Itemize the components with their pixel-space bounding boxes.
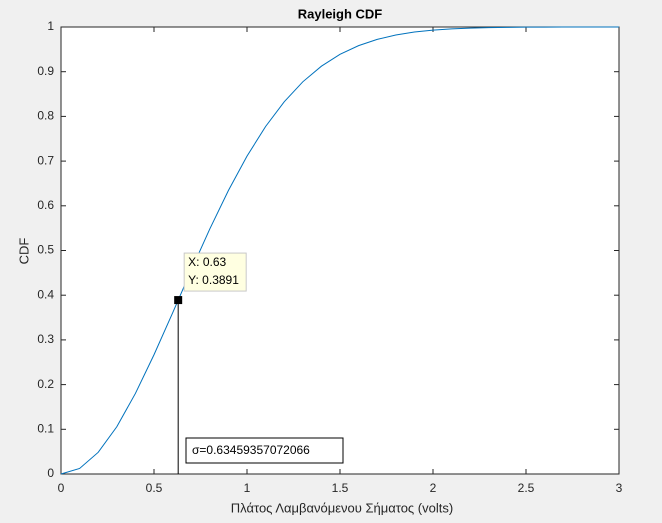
x-tick-label: 2 bbox=[430, 481, 437, 495]
x-tick-label: 3 bbox=[616, 481, 623, 495]
x-tick-label: 2.5 bbox=[518, 481, 535, 495]
x-tick-label: 0.5 bbox=[146, 481, 163, 495]
x-tick-label: 0 bbox=[58, 481, 65, 495]
y-tick-label: 0.6 bbox=[37, 198, 54, 212]
datatip-x: X: 0.63 bbox=[188, 255, 226, 269]
datatip-y: Y: 0.3891 bbox=[188, 273, 239, 287]
y-tick-label: 0.5 bbox=[37, 243, 54, 257]
x-axis-label: Πλάτος Λαμβανόμενου Σήματος (volts) bbox=[231, 500, 453, 515]
y-tick-label: 0.3 bbox=[37, 332, 54, 346]
y-tick-label: 0.9 bbox=[37, 64, 54, 78]
y-tick-label: 0.4 bbox=[37, 287, 54, 301]
chart-title: Rayleigh CDF bbox=[298, 6, 383, 21]
y-tick-label: 0.7 bbox=[37, 153, 54, 167]
datatip-box bbox=[183, 252, 247, 292]
y-axis-label: CDF bbox=[16, 238, 31, 265]
line bbox=[60, 26, 619, 475]
y-tick-label: 0.2 bbox=[37, 377, 54, 391]
x-tick-label: 1 bbox=[244, 481, 251, 495]
annotation: σ=0.63459357072066 bbox=[192, 443, 310, 457]
x-tick-label: 1.5 bbox=[332, 481, 349, 495]
datatip-marker bbox=[174, 296, 183, 305]
axes-box bbox=[60, 26, 620, 475]
y-tick-label: 0 bbox=[47, 466, 54, 480]
y-tick-label: 0.1 bbox=[37, 421, 54, 435]
y-tick-label: 0.8 bbox=[37, 109, 54, 123]
y-tick-label: 1 bbox=[47, 19, 54, 33]
annotation-box bbox=[185, 437, 344, 464]
